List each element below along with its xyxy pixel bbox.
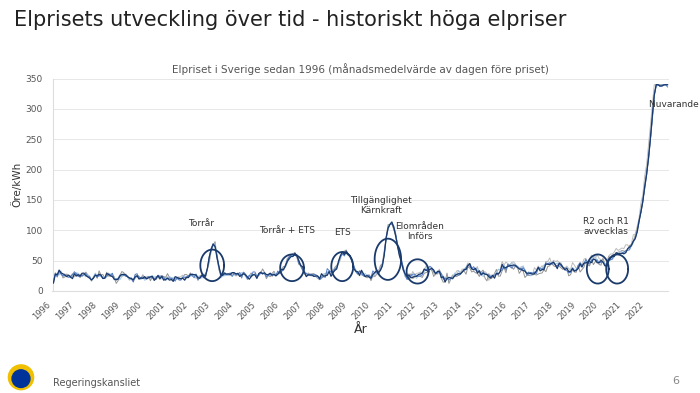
Text: Elområden
Införs: Elområden Införs	[395, 222, 444, 241]
Circle shape	[8, 365, 34, 390]
Text: Tillgänglighet
Kärnkraft: Tillgänglighet Kärnkraft	[350, 196, 412, 215]
X-axis label: År: År	[354, 323, 368, 336]
Text: Torrår + ETS: Torrår + ETS	[260, 226, 316, 235]
Text: Torrår: Torrår	[188, 219, 214, 228]
Text: ETS: ETS	[334, 228, 351, 237]
Circle shape	[12, 370, 30, 387]
Text: Regeringskansliet: Regeringskansliet	[52, 378, 139, 388]
Text: Elprisets utveckling över tid - historiskt höga elpriser: Elprisets utveckling över tid - historis…	[14, 10, 566, 30]
Text: Nuvarande ansträngda läge: Nuvarande ansträngda läge	[649, 99, 700, 108]
Y-axis label: Öre/kWh: Öre/kWh	[12, 162, 22, 208]
Text: R2 och R1
avvecklas: R2 och R1 avvecklas	[583, 217, 629, 236]
Title: Elpriset i Sverige sedan 1996 (månadsmedelvärde av dagen före priset): Elpriset i Sverige sedan 1996 (månadsmed…	[172, 63, 549, 75]
Text: 6: 6	[672, 376, 679, 386]
